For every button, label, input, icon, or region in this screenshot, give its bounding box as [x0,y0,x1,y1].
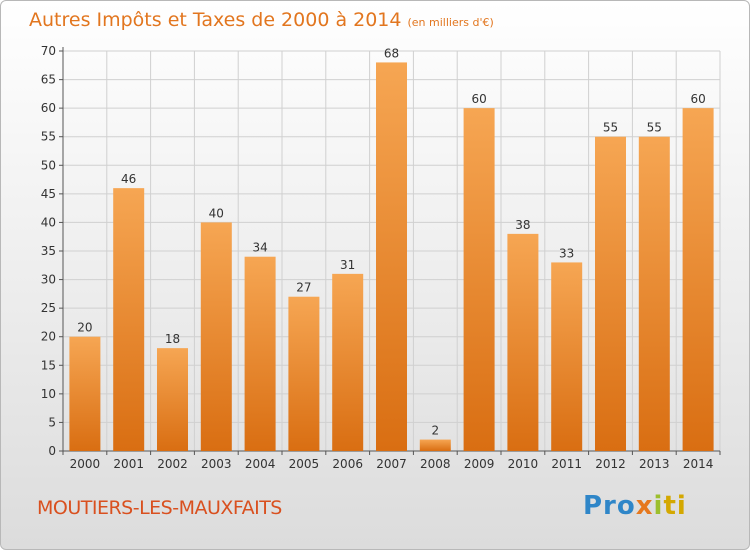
logo-part-2: x [635,491,654,521]
data-label-2011: 33 [559,246,574,260]
y-tick-label: 25 [41,301,56,315]
data-label-2004: 34 [252,241,267,255]
y-tick-label: 15 [41,358,56,372]
x-tick-label-2009: 2009 [464,457,495,471]
commune-name: MOUTIERS-LES-MAUXFAITS [37,497,282,519]
bar-2008 [419,439,451,451]
data-label-2010: 38 [515,218,530,232]
x-tick-label-2011: 2011 [551,457,582,471]
y-tick-label: 45 [41,187,56,201]
data-label-2013: 55 [647,121,662,135]
bar-2011 [551,262,583,451]
bar-2006 [332,273,364,451]
bar-2002 [157,348,188,451]
logo-part-1: Pro [583,491,636,521]
logo-part-4: ti [663,491,687,521]
x-tick-label-2013: 2013 [639,457,670,471]
chart-title-text: Autres Impôts et Taxes de 2000 à 2014 [29,9,402,31]
chart-unit: (en milliers d'€) [407,16,494,29]
bar-2005 [288,296,320,451]
logo-part-3: i [653,491,664,521]
y-tick-label: 5 [48,415,56,429]
data-label-2012: 55 [603,121,618,135]
x-tick-label-2000: 2000 [70,457,101,471]
bar-2000 [69,336,101,451]
y-tick-label: 10 [41,387,56,401]
y-tick-label: 55 [41,130,56,144]
y-tick-label: 50 [41,158,56,172]
data-label-2003: 40 [209,206,224,220]
x-tick-label-2002: 2002 [157,457,188,471]
data-label-2000: 20 [77,321,92,335]
bar-2013 [638,136,670,451]
bar-2003 [200,222,232,451]
data-label-2007: 68 [384,46,399,60]
bar-2012 [595,136,626,451]
y-tick-label: 30 [41,273,56,287]
x-tick-label-2007: 2007 [376,457,407,471]
x-tick-label-2004: 2004 [245,457,276,471]
bars [69,62,714,452]
data-label-2006: 31 [340,258,355,272]
y-tick-label: 60 [41,101,56,115]
data-label-2002: 18 [165,332,180,346]
x-tick-label-2006: 2006 [332,457,363,471]
y-tick-label: 20 [41,330,56,344]
bar-2010 [507,233,539,451]
x-tick-label-2010: 2010 [508,457,539,471]
y-tick-label: 0 [48,444,56,458]
y-tick-label: 35 [41,244,56,258]
bar-2009 [463,108,495,452]
x-tick-label-2005: 2005 [289,457,320,471]
y-tick-label: 40 [41,215,56,229]
bar-2014 [682,108,714,452]
y-tick-label: 65 [41,73,56,87]
data-label-2001: 46 [121,172,136,186]
data-labels: 20 46 18 40 34 27 31 68 2 60 38 33 55 55 60 [77,46,705,437]
x-tick-label-2012: 2012 [595,457,626,471]
data-label-2008: 2 [431,424,439,438]
x-tick-label-2003: 2003 [201,457,232,471]
y-tick-label: 70 [41,44,56,58]
bar-2004 [244,256,276,451]
data-label-2009: 60 [471,92,486,106]
chart-title: Autres Impôts et Taxes de 2000 à 2014 (en… [29,9,494,31]
x-tick-label-2001: 2001 [113,457,144,471]
x-tick-label-2014: 2014 [683,457,714,471]
data-label-2005: 27 [296,281,311,295]
bar-2001 [113,188,145,451]
bar-2007 [376,62,407,452]
data-label-2014: 60 [690,92,705,106]
x-tick-label-2008: 2008 [420,457,451,471]
proxiti-logo: Proxiti [583,491,687,521]
